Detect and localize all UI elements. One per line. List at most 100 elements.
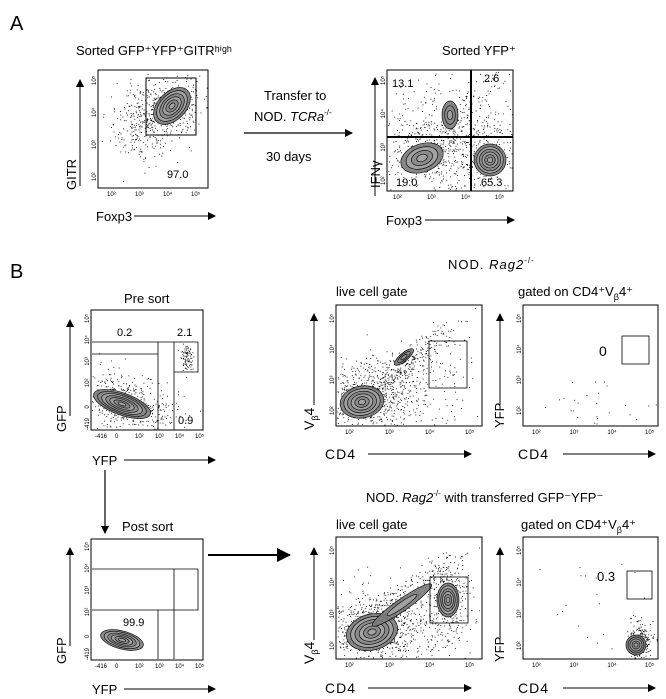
event-dot bbox=[461, 154, 463, 155]
event-dot bbox=[415, 603, 417, 605]
event-dot bbox=[107, 414, 109, 415]
event-dot bbox=[144, 136, 146, 137]
event-dot bbox=[371, 420, 373, 422]
event-dot bbox=[425, 134, 427, 135]
event-dot bbox=[455, 89, 457, 91]
event-dot bbox=[433, 647, 435, 649]
event-dot bbox=[399, 636, 401, 638]
event-dot bbox=[431, 649, 432, 651]
event-dot bbox=[487, 142, 489, 144]
event-dot bbox=[458, 572, 460, 574]
event-dot bbox=[381, 382, 383, 384]
event-dot bbox=[425, 341, 427, 343]
event-dot bbox=[573, 410, 575, 412]
event-dot bbox=[345, 632, 347, 634]
event-dot bbox=[143, 158, 145, 160]
event-dot bbox=[391, 167, 393, 169]
event-dot bbox=[468, 120, 470, 122]
event-dot bbox=[404, 622, 406, 624]
event-dot bbox=[456, 137, 458, 139]
event-dot bbox=[374, 604, 376, 606]
event-dot bbox=[451, 162, 453, 164]
event-dot bbox=[422, 370, 424, 372]
event-dot bbox=[420, 349, 422, 351]
event-dot bbox=[487, 126, 489, 128]
event-dot bbox=[391, 393, 392, 395]
event-dot bbox=[384, 376, 386, 378]
event-dot bbox=[450, 353, 452, 355]
event-dot bbox=[397, 402, 399, 404]
event-dot bbox=[113, 131, 115, 133]
event-dot bbox=[375, 371, 377, 373]
top-gated-title-suffix: 4⁺ bbox=[619, 284, 633, 299]
event-dot bbox=[444, 625, 446, 627]
event-dot bbox=[420, 101, 422, 103]
event-dot bbox=[393, 141, 395, 143]
event-dot bbox=[393, 398, 395, 399]
event-dot bbox=[354, 381, 355, 383]
event-dot bbox=[184, 348, 186, 350]
event-dot bbox=[151, 89, 153, 91]
event-dot bbox=[341, 393, 343, 394]
event-dot bbox=[435, 596, 437, 598]
event-dot bbox=[403, 592, 404, 593]
event-dot bbox=[148, 124, 150, 126]
x-tick-label: 10⁵ bbox=[195, 663, 205, 670]
event-dot bbox=[427, 579, 429, 581]
event-dot bbox=[434, 605, 436, 607]
event-dot bbox=[388, 410, 390, 411]
event-dot bbox=[428, 114, 430, 116]
event-dot bbox=[175, 416, 177, 418]
event-dot bbox=[112, 389, 114, 391]
event-dot bbox=[403, 413, 405, 415]
event-dot bbox=[397, 371, 399, 372]
event-dot bbox=[473, 128, 475, 130]
event-dot bbox=[440, 578, 442, 580]
event-dot bbox=[473, 134, 475, 136]
event-dot bbox=[436, 612, 438, 614]
event-dot bbox=[435, 623, 437, 625]
event-dot bbox=[405, 585, 407, 587]
event-dot bbox=[405, 643, 407, 645]
event-dot bbox=[410, 584, 412, 586]
event-dot bbox=[359, 377, 360, 379]
event-dot bbox=[384, 375, 386, 377]
event-dot bbox=[342, 374, 344, 375]
x-tick-label: 10² bbox=[532, 663, 541, 669]
event-dot bbox=[341, 414, 343, 416]
event-dot bbox=[440, 161, 441, 163]
event-dot bbox=[357, 422, 359, 424]
event-dot bbox=[462, 586, 464, 587]
event-dot bbox=[442, 130, 444, 132]
event-dot bbox=[186, 78, 188, 80]
x-tick-label: 10³ bbox=[385, 430, 394, 436]
event-dot bbox=[440, 582, 442, 584]
event-dot bbox=[397, 632, 399, 634]
event-dot bbox=[155, 145, 157, 147]
event-dot bbox=[399, 370, 400, 372]
event-dot bbox=[191, 114, 193, 116]
event-dot bbox=[409, 180, 410, 181]
event-dot bbox=[129, 92, 131, 94]
event-dot bbox=[400, 386, 402, 388]
event-dot bbox=[345, 643, 347, 645]
event-dot bbox=[161, 403, 163, 404]
event-dot bbox=[467, 115, 469, 117]
event-dot bbox=[466, 156, 467, 158]
event-dot bbox=[466, 141, 467, 143]
event-dot bbox=[182, 352, 184, 354]
event-dot bbox=[475, 619, 477, 620]
event-dot bbox=[476, 172, 478, 174]
event-dot bbox=[345, 621, 347, 623]
event-dot bbox=[432, 570, 434, 572]
event-dot bbox=[132, 124, 133, 125]
event-dot bbox=[433, 128, 435, 130]
event-dot bbox=[124, 390, 126, 391]
event-dot bbox=[340, 412, 342, 414]
event-dot bbox=[392, 397, 394, 398]
event-dot bbox=[155, 403, 157, 405]
event-dot bbox=[648, 643, 650, 645]
event-dot bbox=[153, 102, 155, 104]
event-dot bbox=[445, 149, 447, 151]
event-dot bbox=[411, 610, 413, 612]
